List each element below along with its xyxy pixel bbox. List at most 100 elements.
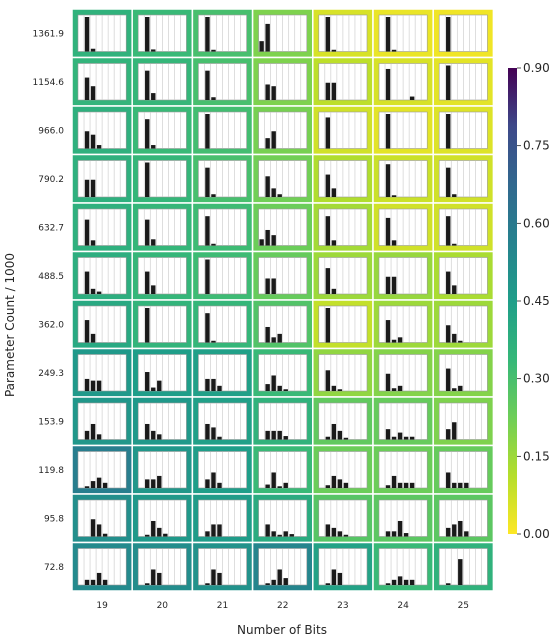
heatmap-cells: [71, 8, 495, 592]
histogram-bar: [409, 96, 415, 100]
histogram-bar: [211, 340, 216, 343]
y-tick-label: 95.8: [44, 514, 64, 524]
histogram-bar: [90, 519, 96, 537]
histogram-bar: [409, 482, 415, 488]
histogram-bar: [391, 276, 397, 294]
histogram-bar: [211, 97, 216, 100]
histogram-bar: [446, 271, 451, 294]
colorbar: [508, 68, 517, 534]
histogram-bar: [391, 475, 397, 488]
histogram-bar: [102, 579, 108, 585]
histogram-bar: [90, 48, 96, 52]
histogram-bar: [385, 164, 391, 197]
histogram-bar: [331, 82, 337, 100]
y-tick-label: 1361.9: [33, 29, 65, 39]
histogram-bar: [283, 389, 288, 391]
histogram-bar: [151, 93, 156, 100]
histogram-bar: [265, 176, 270, 197]
histogram-bar: [331, 569, 337, 585]
histogram-bar: [145, 583, 150, 585]
histogram-bar: [452, 422, 457, 440]
histogram-bar: [446, 325, 451, 343]
histogram-bar: [271, 86, 276, 100]
histogram-bar: [265, 484, 270, 488]
histogram-bar: [458, 385, 463, 391]
histogram-bar: [96, 524, 102, 537]
histogram-bar: [325, 524, 331, 537]
histogram-bar: [145, 162, 150, 197]
histogram-bar: [205, 583, 210, 585]
histogram-bar: [102, 533, 108, 537]
histogram-bar: [271, 278, 276, 294]
histogram-bar: [391, 436, 397, 440]
histogram-bar: [271, 579, 276, 585]
histogram-bar: [211, 427, 216, 440]
histogram-bar: [151, 430, 156, 440]
histogram-bar: [96, 380, 102, 391]
histogram-bar: [265, 583, 270, 585]
histogram-bar: [84, 378, 90, 391]
x-tick-label: 20: [157, 601, 169, 611]
y-tick-label: 966.0: [38, 126, 64, 136]
y-tick-label: 362.0: [38, 320, 64, 330]
histogram-bar: [325, 583, 331, 585]
y-tick-label: 119.8: [38, 466, 64, 476]
histogram-bar: [331, 188, 337, 197]
x-tick-label: 22: [277, 601, 288, 611]
histogram-bar: [205, 17, 210, 52]
histogram-bar: [325, 308, 331, 343]
histogram-bar: [277, 333, 282, 343]
histogram-bar: [397, 482, 403, 488]
colorbar-tick-label: 0.15: [523, 449, 550, 463]
histogram-bar: [205, 167, 210, 197]
histogram-bar: [391, 388, 397, 391]
histogram-bar: [452, 243, 457, 246]
y-tick-label: 790.2: [38, 175, 64, 185]
histogram-bar: [217, 385, 222, 391]
histogram-bar: [337, 430, 343, 440]
histogram-bar: [337, 531, 343, 537]
histogram-bar: [151, 387, 156, 391]
histogram-bar: [265, 430, 270, 440]
histogram-bar: [96, 572, 102, 585]
histogram-bar: [446, 429, 451, 440]
y-tick-label: 488.5: [38, 272, 64, 282]
histogram-bar: [265, 278, 270, 294]
histogram-bar: [84, 131, 90, 149]
histogram-bar: [385, 68, 391, 100]
histogram-bar: [90, 380, 96, 391]
histogram-bar: [145, 17, 150, 52]
histogram-bar: [265, 524, 270, 537]
histogram-bar: [446, 527, 451, 537]
histogram-bar: [211, 524, 216, 537]
histogram-bar: [84, 320, 90, 343]
histogram-bar: [337, 479, 343, 488]
histogram-bar: [265, 326, 270, 343]
histogram-bar: [325, 216, 331, 246]
histogram-bar: [397, 520, 403, 537]
histogram-bar: [205, 114, 210, 149]
histogram-bar: [458, 559, 463, 585]
histogram-bar: [331, 49, 337, 52]
histogram-bar: [271, 472, 276, 488]
y-tick-label: 153.9: [38, 417, 64, 427]
histogram-bar: [452, 333, 457, 343]
histogram-bar: [84, 579, 90, 585]
histogram-bar: [385, 320, 391, 343]
histogram-bar: [211, 194, 216, 197]
histogram-bar: [385, 531, 391, 537]
histogram-bar: [96, 434, 102, 440]
histogram-bar: [271, 531, 276, 537]
histogram-bar: [145, 372, 150, 391]
histogram-bar: [259, 41, 264, 52]
histogram-bar: [157, 434, 162, 440]
histogram-bar: [391, 195, 397, 197]
colorbar-ticks: 0.00 0.15 0.30 0.45 0.60 0.75 0.90: [517, 61, 550, 541]
histogram-bar: [331, 527, 337, 537]
histogram-bar: [217, 572, 222, 585]
colorbar-tick-label: 0.45: [523, 294, 550, 308]
histogram-bar: [90, 86, 96, 100]
histogram-bar: [446, 583, 451, 585]
histogram-bar: [265, 229, 270, 246]
